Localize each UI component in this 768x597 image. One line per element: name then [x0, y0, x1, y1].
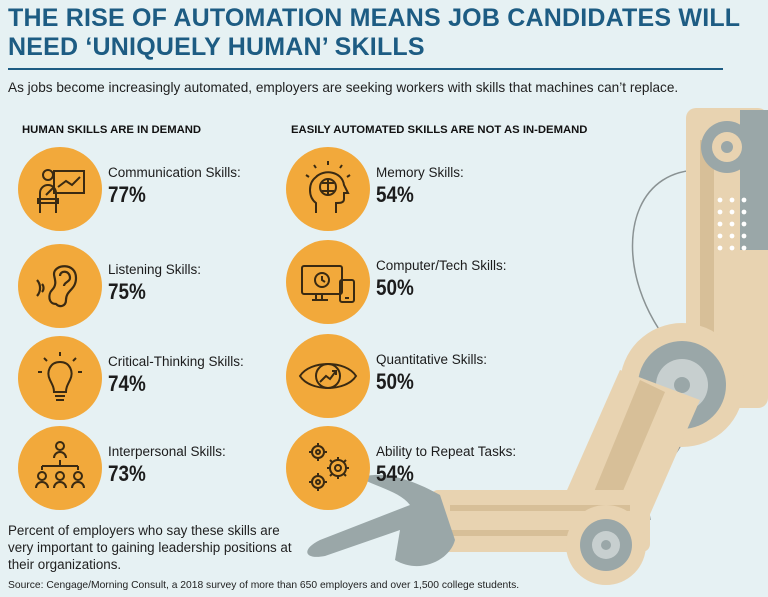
skill-percent: 54% [376, 461, 414, 486]
skill-label: Quantitative Skills: [376, 352, 488, 367]
skill-percent: 75% [108, 279, 146, 304]
skill-communication: Communication Skills: 77% [18, 147, 278, 231]
skill-label: Listening Skills: [108, 262, 202, 277]
skill-percent: 74% [108, 371, 146, 396]
skill-label: Critical-Thinking Skills: [108, 354, 244, 369]
skill-memory: Memory Skills: 54% [286, 147, 546, 231]
skill-percent: 50% [376, 369, 414, 394]
skill-percent: 54% [376, 182, 414, 207]
lightbulb-icon [18, 336, 102, 420]
human-skills-heading: HUMAN SKILLS ARE IN DEMAND [22, 124, 202, 136]
skill-label: Computer/Tech Skills: [376, 258, 507, 273]
automated-skills-heading: EASILY AUTOMATED SKILLS ARE NOT AS IN-DE… [291, 124, 588, 136]
skill-label: Memory Skills: [376, 165, 464, 180]
gears-icon [286, 426, 370, 510]
brain-head-icon [286, 147, 370, 231]
source-citation: Source: Cengage/Morning Consult, a 2018 … [8, 580, 520, 591]
computer-devices-icon [286, 240, 370, 324]
title-line-2: NEED ‘UNIQUELY HUMAN’ SKILLS [8, 33, 425, 61]
footnote: Percent of employers who say these skill… [8, 523, 292, 572]
ear-icon [18, 244, 102, 328]
title-divider [8, 68, 723, 70]
skill-computer-tech: Computer/Tech Skills: 50% [286, 240, 546, 324]
skill-label: Interpersonal Skills: [108, 444, 226, 459]
skill-quantitative: Quantitative Skills: 50% [286, 334, 546, 418]
page-title: THE RISE OF AUTOMATION MEANS JOB CANDIDA… [8, 4, 748, 62]
skill-label: Communication Skills: [108, 165, 241, 180]
subtitle: As jobs become increasingly automated, e… [8, 80, 679, 95]
skill-interpersonal: Interpersonal Skills: 73% [18, 426, 278, 510]
skill-percent: 50% [376, 275, 414, 300]
skill-percent: 73% [108, 461, 146, 486]
people-network-icon [18, 426, 102, 510]
title-line-1: THE RISE OF AUTOMATION MEANS JOB CANDIDA… [8, 4, 741, 32]
presentation-icon [18, 147, 102, 231]
skill-repeat-tasks: Ability to Repeat Tasks: 54% [286, 426, 546, 510]
skill-percent: 77% [108, 182, 146, 207]
eye-chart-icon [286, 334, 370, 418]
skill-listening: Listening Skills: 75% [18, 244, 278, 328]
skill-label: Ability to Repeat Tasks: [376, 444, 517, 459]
skill-critical-thinking: Critical-Thinking Skills: 74% [18, 336, 278, 420]
